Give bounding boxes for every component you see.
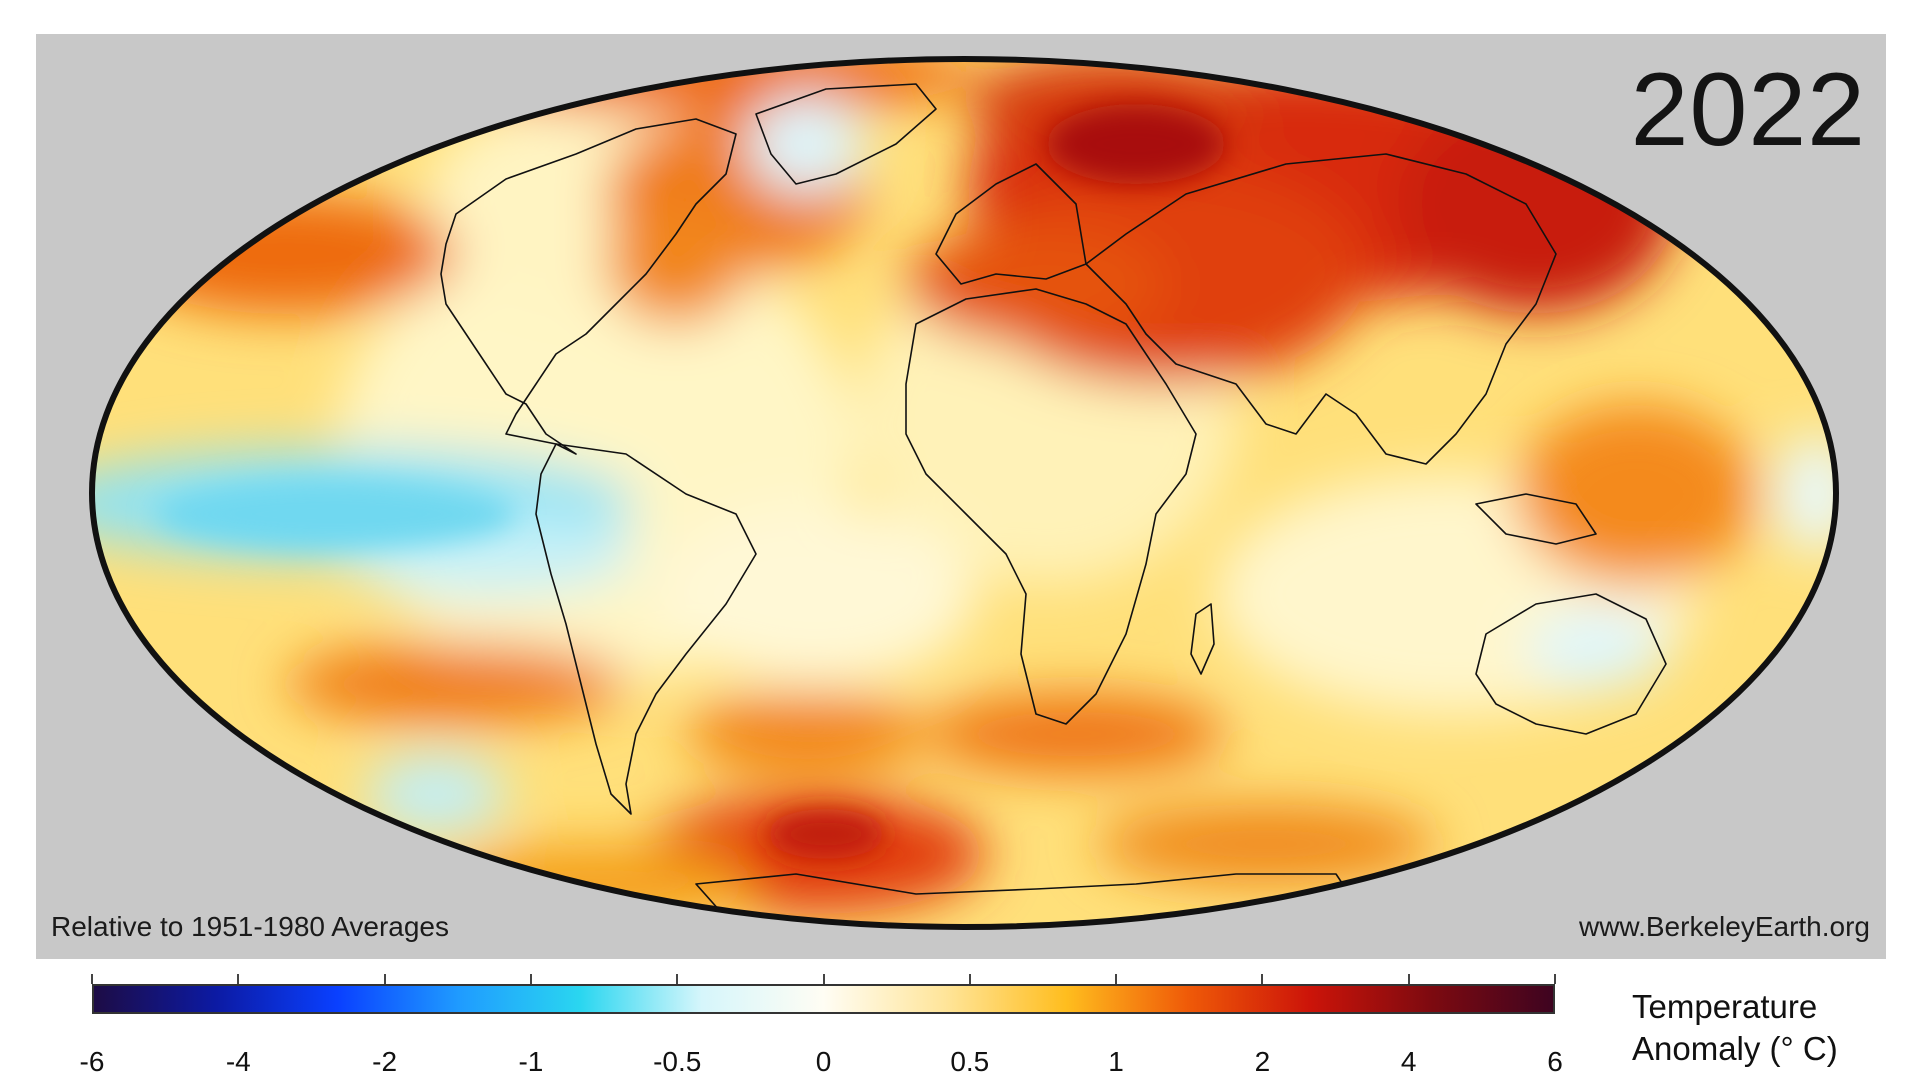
colorbar — [91, 974, 1556, 1014]
europe-outline — [935, 163, 1087, 285]
colorbar-tick-label: 0 — [815, 1046, 832, 1077]
greenland-outline — [755, 83, 937, 185]
north-america-outline — [440, 118, 737, 455]
colorbar-gradient — [92, 984, 1555, 1014]
colorbar-tick — [1554, 974, 1556, 984]
colorbar-tick-label: 4 — [1400, 1046, 1417, 1077]
colorbar-tick — [237, 974, 240, 984]
colorbar-tick-label: -1 — [518, 1046, 544, 1077]
asia-outline — [1085, 153, 1557, 465]
colorbar-tick — [383, 974, 386, 984]
anomaly-field — [92, 59, 1836, 927]
colorbar-tick-label: 0.5 — [950, 1046, 990, 1077]
world-temperature-anomaly-map — [89, 56, 1839, 930]
colorbar-tick-label: 1 — [1108, 1046, 1124, 1077]
coastlines — [440, 83, 1667, 927]
south-america-outline — [535, 443, 757, 815]
colorbar-tick-label: -6 — [79, 1046, 105, 1077]
antarctica-outline — [695, 873, 1357, 927]
colorbar-tick-label: -2 — [372, 1046, 398, 1077]
colorbar-tick — [968, 974, 971, 984]
globe-border — [89, 56, 1839, 930]
baseline-note: Relative to 1951-1980 Averages — [51, 911, 449, 942]
maritime-southeast-asia-outline — [1475, 493, 1597, 545]
colorbar-tick-label: 2 — [1254, 1046, 1271, 1077]
colorbar-tick-label: 6 — [1547, 1046, 1563, 1077]
australia-outline — [1475, 593, 1667, 735]
colorbar-tick — [822, 974, 825, 984]
colorbar-tick-label: -0.5 — [653, 1046, 702, 1077]
colorbar-tick — [1261, 974, 1264, 984]
colorbar-tick — [676, 974, 679, 984]
colorbar-title-line2: Anomaly (° C) — [1632, 1030, 1838, 1067]
madagascar-outline — [1190, 603, 1215, 675]
source-attribution: www.BerkeleyEarth.org — [1578, 911, 1870, 942]
colorbar-tick — [1407, 974, 1410, 984]
colorbar-tick — [1115, 974, 1118, 984]
colorbar-title-line1: Temperature — [1632, 988, 1818, 1025]
colorbar-tick — [529, 974, 532, 984]
year-label: 2022 — [1630, 52, 1866, 168]
map-panel: 2022 Relative to 1951-1980 Averages www.… — [36, 34, 1886, 959]
colorbar-tick-label: -4 — [225, 1046, 251, 1077]
colorbar-tick — [91, 974, 93, 984]
africa-outline — [905, 288, 1197, 725]
